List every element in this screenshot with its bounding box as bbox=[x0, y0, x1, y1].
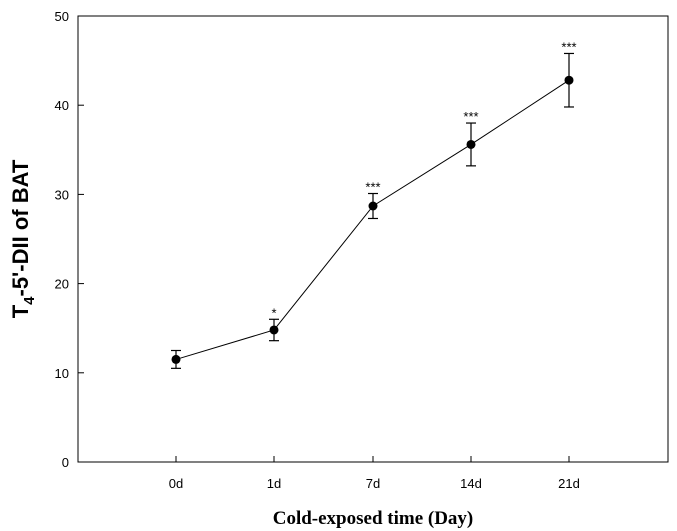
data-point bbox=[564, 75, 574, 85]
x-axis-label: Cold-exposed time (Day) bbox=[273, 508, 474, 529]
y-label-rest: -5'-DII of BAT bbox=[8, 159, 33, 296]
data-point bbox=[269, 325, 279, 335]
y-axis-ticks: 0 10 20 30 40 50 bbox=[55, 9, 84, 470]
x-tick-label: 1d bbox=[267, 476, 281, 491]
significance-label: *** bbox=[463, 109, 478, 124]
y-tick-label: 0 bbox=[62, 455, 69, 470]
data-point bbox=[171, 354, 181, 364]
x-tick-label: 0d bbox=[169, 476, 183, 491]
y-label-subscript: 4 bbox=[21, 296, 38, 305]
x-tick-label: 14d bbox=[460, 476, 482, 491]
y-tick-label: 30 bbox=[55, 187, 69, 202]
y-label-main: T bbox=[8, 304, 33, 318]
significance-label: * bbox=[271, 305, 276, 320]
x-axis-ticks: 0d 1d 7d 14d 21d bbox=[169, 456, 580, 491]
data-point bbox=[466, 139, 476, 149]
significance-label: *** bbox=[561, 39, 576, 54]
y-axis-label: T4-5'-DII of BAT bbox=[8, 159, 38, 318]
x-tick-label: 7d bbox=[366, 476, 380, 491]
significance-label: *** bbox=[365, 180, 380, 195]
y-tick-label: 50 bbox=[55, 9, 69, 24]
y-tick-label: 40 bbox=[55, 98, 69, 113]
y-tick-label: 20 bbox=[55, 277, 69, 292]
data-point bbox=[368, 201, 378, 211]
series-line bbox=[175, 79, 570, 360]
plot-frame bbox=[77, 15, 669, 463]
series-group: ********** bbox=[171, 39, 577, 369]
y-tick-label: 10 bbox=[55, 366, 69, 381]
x-tick-label: 21d bbox=[558, 476, 580, 491]
